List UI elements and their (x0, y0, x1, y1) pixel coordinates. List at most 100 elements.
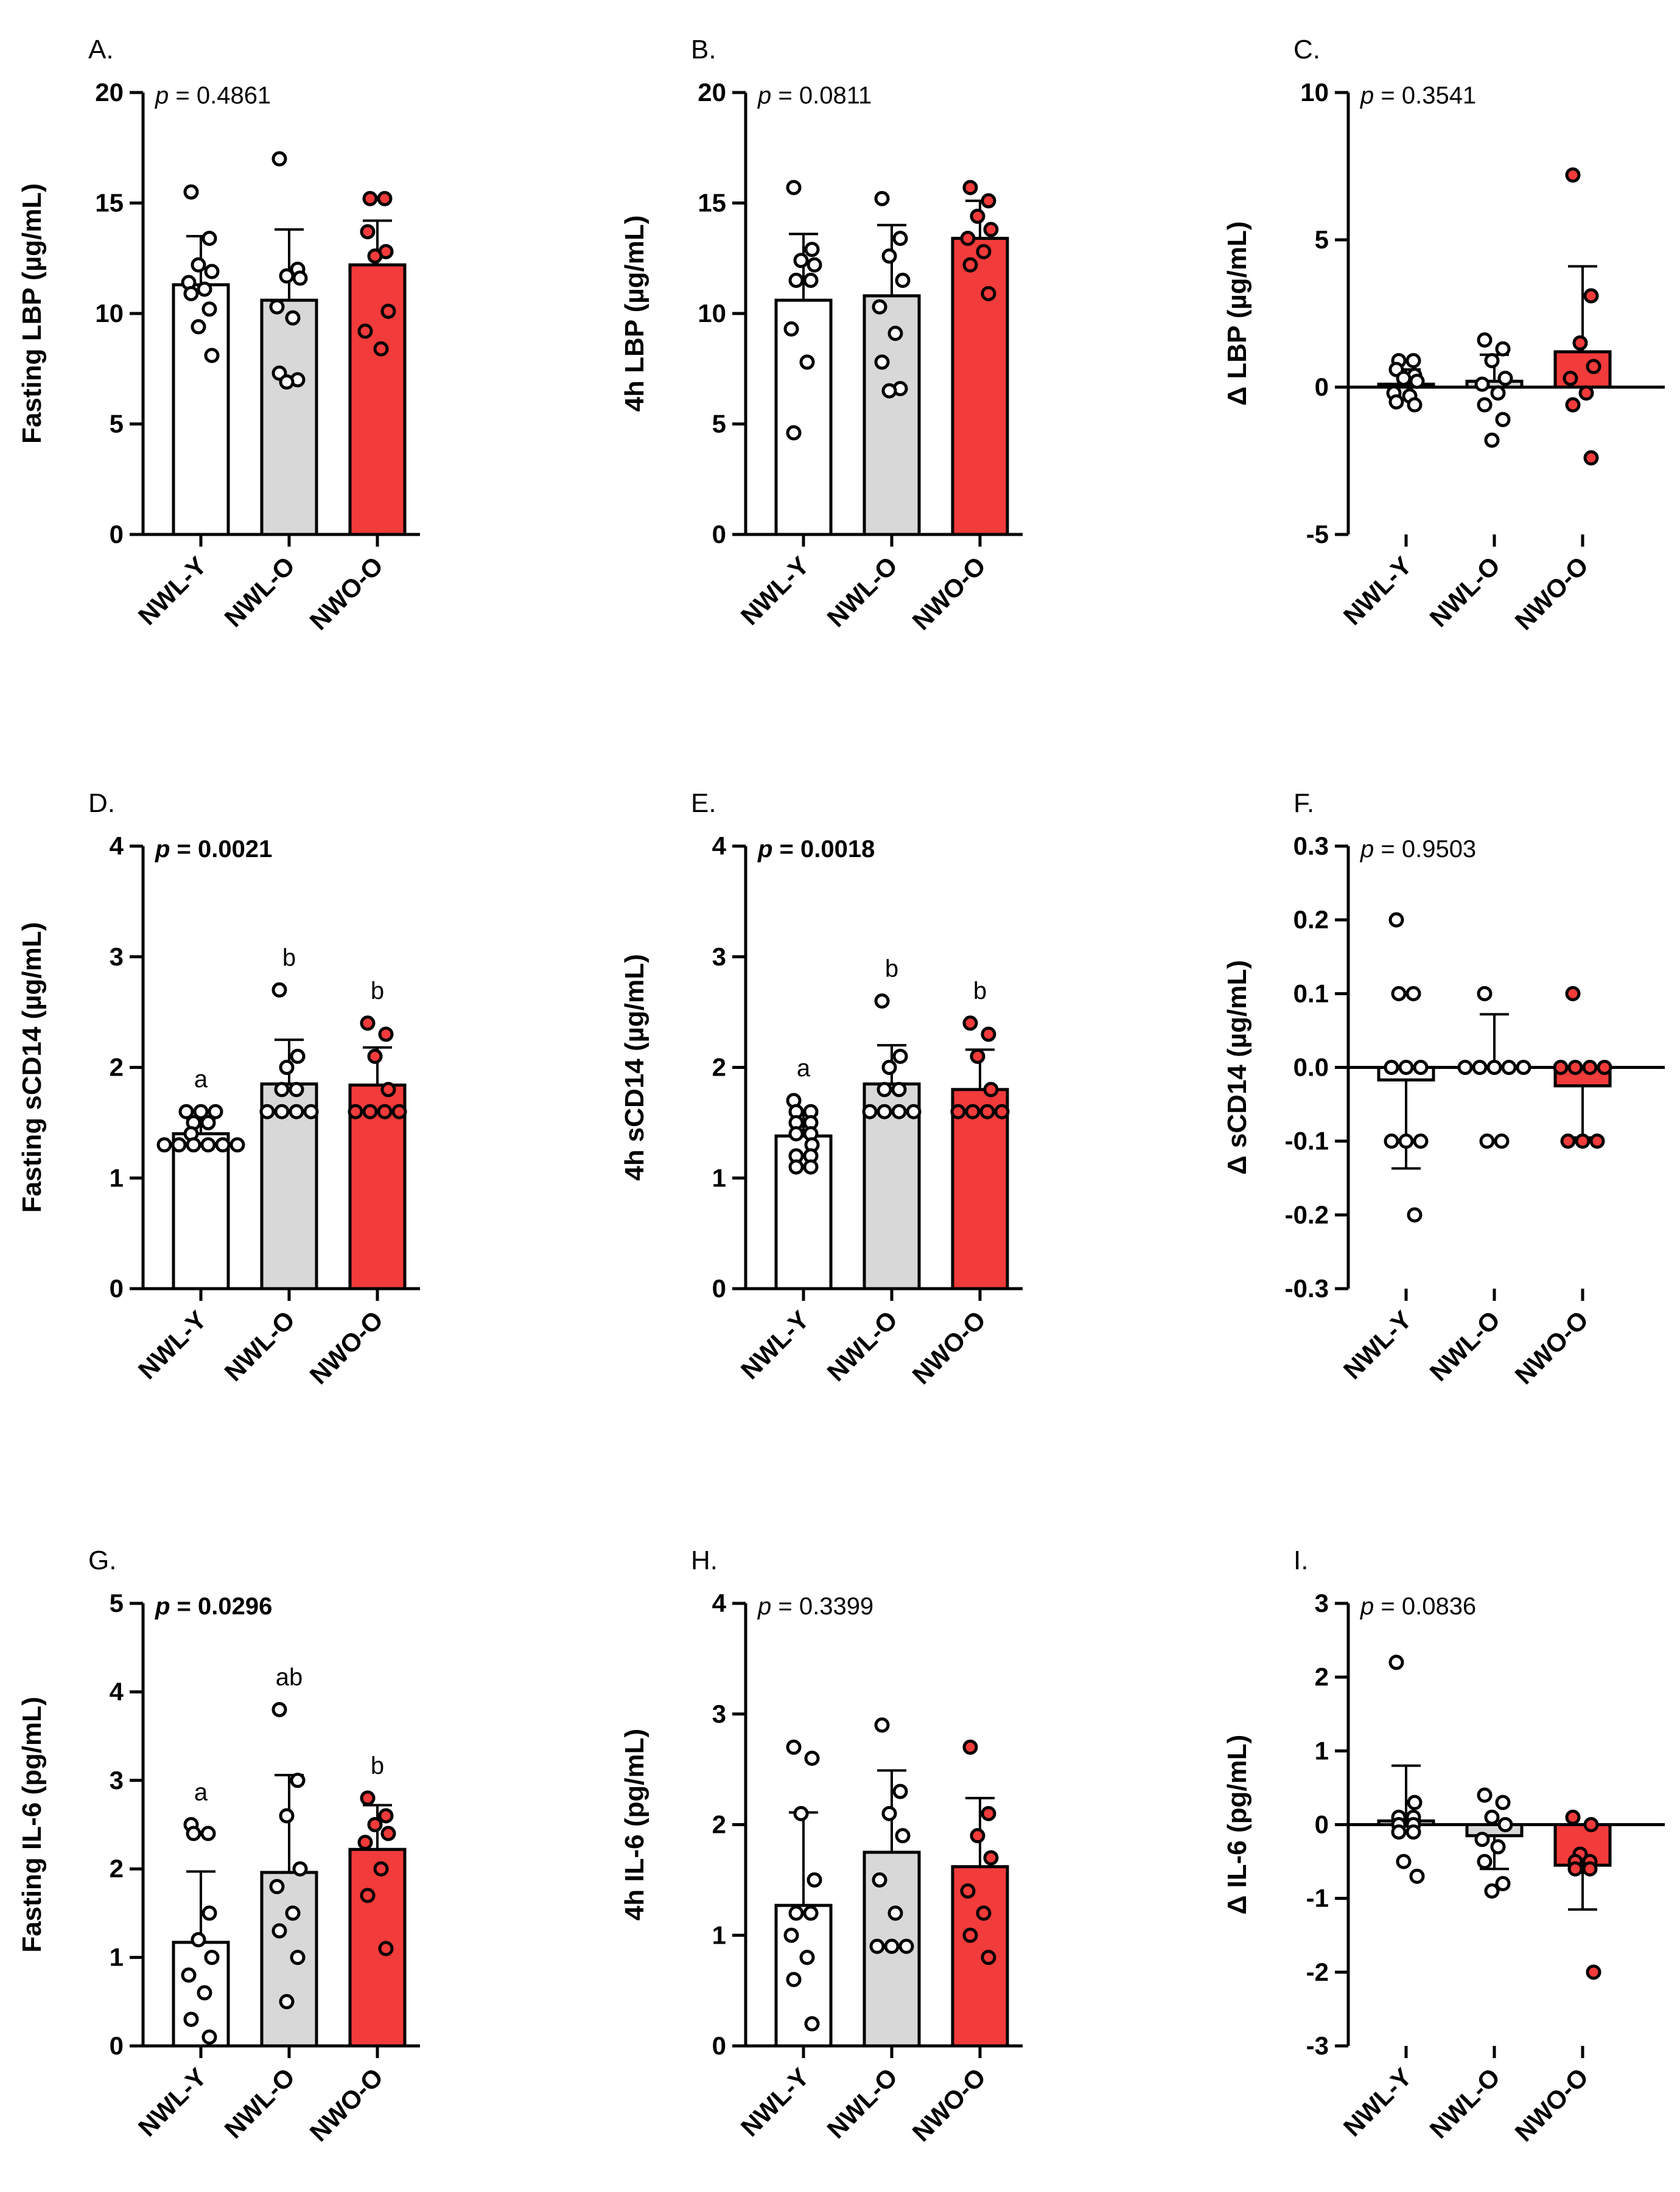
data-point (979, 1104, 995, 1119)
x-tick-label: NWL-O (1424, 551, 1506, 632)
data-point (962, 257, 978, 273)
y-tick-label: 0 (712, 2031, 726, 2060)
x-tick-label: NWL-O (822, 551, 903, 632)
data-point (892, 1048, 908, 1064)
p-value: p = 0.3399 (757, 1593, 873, 1620)
data-point (892, 1784, 908, 1799)
y-tick-label: 5 (712, 410, 726, 438)
y-tick-label: 1 (110, 1943, 124, 1972)
data-point (380, 1826, 396, 1841)
y-axis-label: Δ IL-6 (pg/mL) (1222, 1735, 1252, 1915)
data-point (373, 1861, 389, 1877)
data-point (965, 1104, 981, 1119)
sig-letter: a (194, 1779, 208, 1806)
data-point (983, 222, 999, 237)
data-point (274, 1104, 290, 1119)
data-point (191, 1932, 206, 1948)
data-point (786, 425, 802, 441)
data-point (1384, 1060, 1399, 1075)
data-point (1409, 1868, 1425, 1884)
y-tick-label: 3 (712, 942, 726, 971)
data-point (271, 1701, 287, 1717)
data-point (962, 180, 978, 195)
data-point (204, 1950, 220, 1966)
y-tick-label: 0.0 (1293, 1053, 1329, 1082)
x-tick-label: NWL-Y (1338, 1305, 1418, 1385)
y-tick-label: 5 (110, 1589, 124, 1617)
data-point (869, 1938, 885, 1954)
data-point (1391, 1824, 1407, 1840)
x-tick-label: NWL-O (1424, 2062, 1506, 2144)
data-point (1495, 1795, 1511, 1810)
y-tick-label: 1 (712, 1921, 726, 1949)
p-value-text: = 0.0018 (772, 836, 875, 863)
data-point (183, 184, 199, 200)
data-point (269, 1879, 285, 1894)
panel-i: I. p = 0.0836 Δ IL-6 (pg/mL) -3 -2 -1 0 1 2 3 NWL-… (1222, 1546, 1665, 2147)
data-point (292, 270, 308, 286)
y-tick-label: 1 (1315, 1736, 1329, 1765)
data-point (156, 1137, 172, 1153)
data-point (1405, 1824, 1421, 1840)
data-point (793, 1805, 809, 1821)
data-point (1486, 1060, 1502, 1075)
data-point (1484, 1809, 1500, 1825)
x-tick-label: NWO-O (907, 1305, 992, 1390)
data-point (279, 374, 295, 390)
p-value: p = 0.3541 (1360, 82, 1476, 109)
data-point (976, 243, 992, 259)
panel-label: I. (1293, 1546, 1308, 1575)
data-point (898, 1938, 914, 1954)
data-point (960, 1883, 976, 1899)
data-point (1565, 397, 1581, 413)
x-tick-label: NWL-O (219, 1305, 301, 1387)
data-point (360, 1015, 376, 1031)
data-point (799, 354, 815, 370)
y-tick-label: 3 (110, 1766, 124, 1795)
data-point (981, 1950, 996, 1966)
data-point (983, 1850, 999, 1866)
data-point (269, 299, 285, 315)
y-tick-label: -0.3 (1285, 1274, 1329, 1303)
data-point (1396, 370, 1412, 386)
data-point (1495, 341, 1511, 357)
data-point (981, 285, 996, 301)
data-point (259, 1104, 275, 1119)
data-point (193, 1104, 209, 1119)
data-point (786, 1739, 802, 1755)
data-point (348, 1104, 363, 1119)
data-point (360, 1790, 376, 1806)
data-point (1560, 1133, 1576, 1149)
y-tick-label: 10 (1300, 78, 1329, 107)
x-tick-label: NWL-Y (735, 2062, 815, 2142)
p-value: p = 0.0018 (757, 836, 875, 863)
y-tick-label: 0 (1315, 1810, 1329, 1839)
panel-a: A. p = 0.4861 Fasting LBP (µg/mL) 0 5 10 15 20 N… (17, 35, 420, 636)
y-tick-label: 3 (1315, 1589, 1329, 1617)
sig-letter: b (885, 955, 898, 982)
data-point (204, 348, 220, 363)
y-tick-label: 2 (110, 1854, 124, 1883)
data-point (803, 1159, 819, 1175)
data-point (357, 1835, 373, 1851)
data-point (1398, 1133, 1414, 1149)
data-point (874, 191, 890, 206)
data-point (186, 1826, 201, 1841)
data-point (1497, 370, 1513, 386)
data-point (976, 1905, 992, 1921)
p-symbol: p (1360, 1593, 1374, 1620)
x-tick-label: NWL-O (219, 551, 301, 632)
y-tick-label: -1 (1306, 1884, 1329, 1913)
data-point (357, 323, 373, 339)
y-axis-label: Δ sCD14 (µg/mL) (1222, 960, 1252, 1175)
x-tick-label: NWL-Y (1338, 551, 1418, 631)
data-point (1572, 335, 1588, 351)
data-point (881, 383, 897, 399)
y-tick-label: 2 (712, 1053, 726, 1082)
data-point (1413, 1133, 1429, 1149)
data-point (950, 1104, 966, 1119)
data-point (1407, 1795, 1423, 1810)
panel-label: E. (691, 788, 716, 818)
data-point (178, 1104, 194, 1119)
data-point (788, 1905, 804, 1921)
